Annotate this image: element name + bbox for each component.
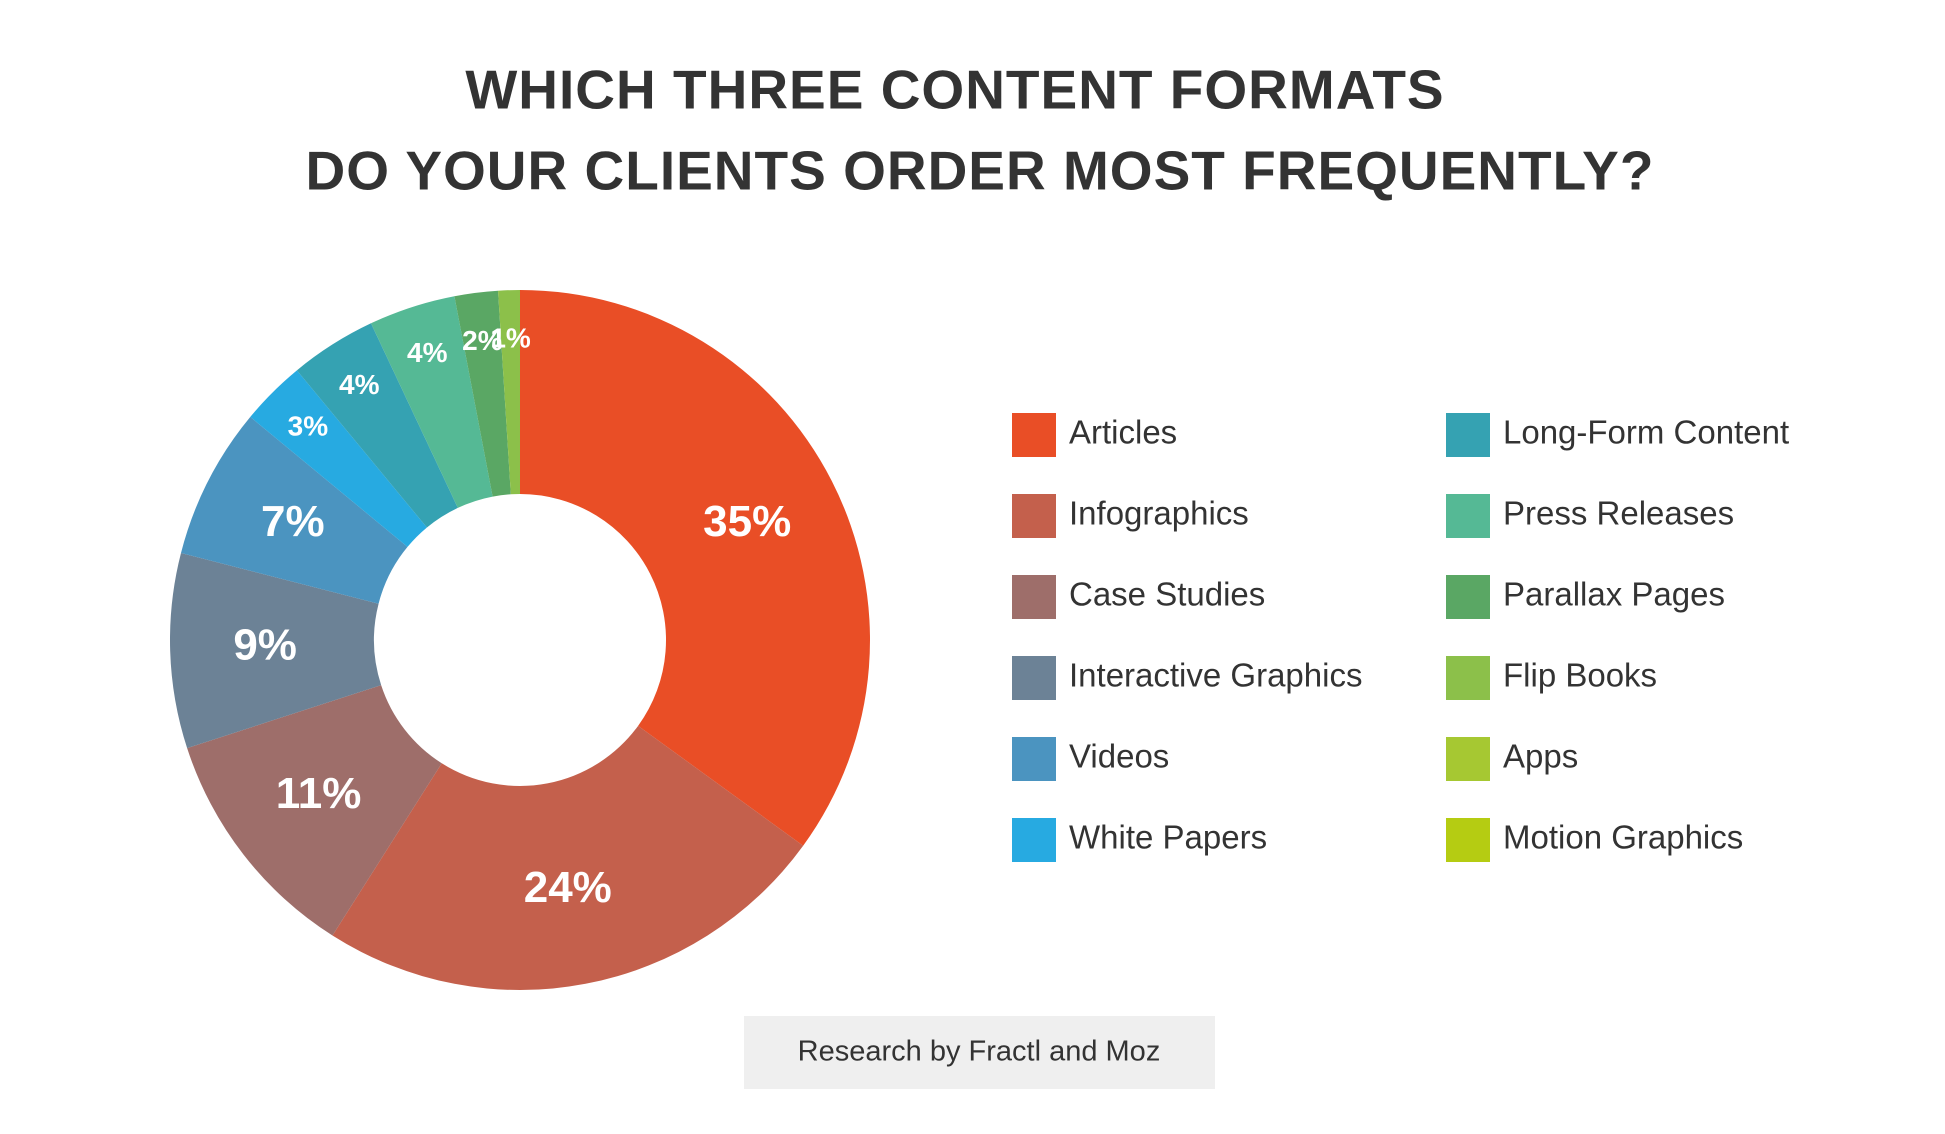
legend-swatch — [1012, 575, 1056, 619]
legend-swatch — [1446, 413, 1490, 457]
value-label: 35% — [703, 497, 791, 546]
slice — [454, 290, 511, 497]
slice — [498, 290, 520, 495]
value-label: 4% — [407, 337, 448, 368]
legend-swatch — [1446, 575, 1490, 619]
slice — [250, 370, 427, 547]
legend-label: Videos — [1069, 738, 1169, 775]
value-label: 4% — [339, 369, 380, 400]
slice — [332, 725, 804, 990]
value-label: 9% — [233, 621, 297, 670]
legend-swatch — [1012, 818, 1056, 862]
legend-label: Motion Graphics — [1503, 819, 1743, 856]
value-label: 24% — [524, 863, 612, 912]
legend-swatch — [1446, 737, 1490, 781]
legend-swatch — [1012, 737, 1056, 781]
value-label: 1% — [490, 323, 531, 354]
legend-swatch — [1446, 656, 1490, 700]
legend-label: Case Studies — [1069, 576, 1265, 613]
legend-label: White Papers — [1069, 819, 1267, 856]
legend-label: Articles — [1069, 414, 1177, 451]
legend-label: Infographics — [1069, 495, 1249, 532]
slice — [180, 416, 408, 604]
chart-title: DO YOUR CLIENTS ORDER MOST FREQUENTLY? — [306, 140, 1655, 202]
legend-swatch — [1012, 656, 1056, 700]
legend-label: Parallax Pages — [1503, 576, 1725, 613]
value-label: 11% — [276, 769, 362, 818]
legend-label: Apps — [1503, 738, 1578, 775]
legend-swatch — [1446, 818, 1490, 862]
legend-label: Long-Form Content — [1503, 414, 1789, 451]
slice — [170, 552, 382, 749]
slice — [296, 323, 458, 528]
value-label: 7% — [261, 497, 325, 546]
legend-label: Interactive Graphics — [1069, 657, 1362, 694]
legend-swatch — [1446, 494, 1490, 538]
source: Research by Fractl and Moz — [798, 1036, 1161, 1068]
legend-label: Flip Books — [1503, 657, 1657, 694]
slice — [187, 685, 442, 936]
legend-swatch — [1012, 413, 1056, 457]
value-label: 2% — [462, 325, 503, 356]
legend-swatch — [1012, 494, 1056, 538]
value-label: 3% — [288, 410, 329, 441]
source-box — [744, 1016, 1215, 1089]
slice — [520, 290, 871, 846]
slice — [370, 296, 493, 508]
legend-label: Press Releases — [1503, 495, 1734, 532]
chart-title: WHICH THREE CONTENT FORMATS — [465, 59, 1444, 121]
